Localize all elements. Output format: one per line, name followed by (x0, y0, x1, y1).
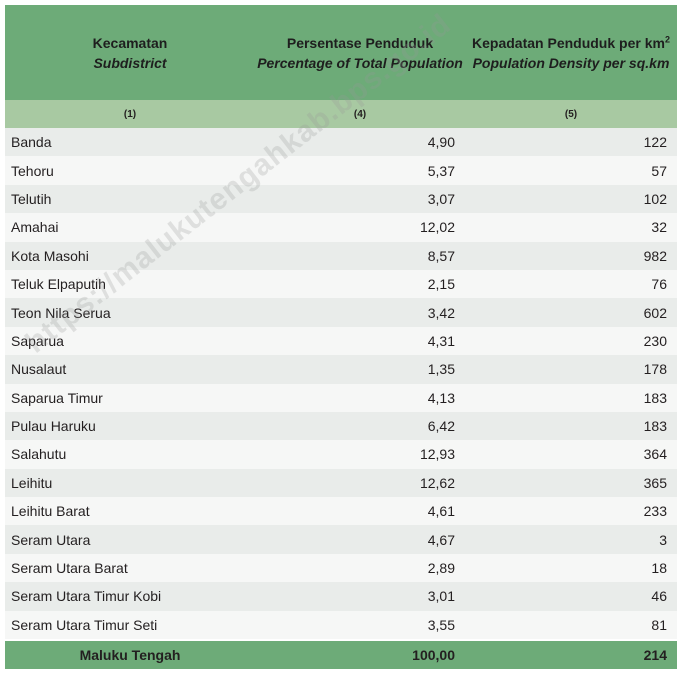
subdistrict-name: Seram Utara (11, 531, 91, 548)
subdistrict-name: Tehoru (11, 162, 54, 179)
table-row: Banda 4,90 122 (5, 128, 677, 157)
population-percentage: 1,35 (427, 361, 455, 378)
population-table: Kecamatan Subdistrict Persentase Pendudu… (5, 5, 677, 670)
population-density: 32 (651, 219, 667, 236)
header-density: Kepadatan Penduduk per km2 Population De… (465, 33, 677, 73)
population-density: 230 (643, 332, 667, 349)
table-row: Kota Masohi 8,57 982 (5, 241, 677, 270)
population-density: 76 (651, 276, 667, 293)
subdistrict-name: Seram Utara Timur Kobi (11, 588, 162, 605)
population-density: 364 (643, 446, 667, 463)
population-density: 365 (643, 474, 667, 491)
population-percentage: 6,42 (427, 418, 455, 435)
population-percentage: 12,93 (419, 446, 455, 463)
population-percentage: 4,67 (427, 531, 455, 548)
header-percentage-en: Percentage of Total Population (257, 54, 463, 71)
population-percentage: 4,13 (427, 389, 455, 406)
population-density: 18 (651, 560, 667, 577)
population-percentage: 8,57 (427, 247, 455, 264)
population-percentage: 3,42 (427, 304, 455, 321)
total-density: 214 (643, 647, 667, 664)
header-percentage-id: Persentase Penduduk (286, 34, 434, 51)
subdistrict-name: Nusalaut (11, 361, 67, 378)
population-density: 3 (659, 531, 667, 548)
subdistrict-name: Salahutu (11, 446, 67, 463)
subdistrict-name: Leihitu Barat (11, 503, 90, 520)
population-density: 46 (651, 588, 667, 605)
header-subdistrict-en: Subdistrict (93, 54, 167, 71)
population-percentage: 2,89 (427, 560, 455, 577)
table-row: Seram Utara Timur Seti 3,55 81 (5, 610, 677, 640)
population-percentage: 4,31 (427, 332, 455, 349)
table-row: Teon Nila Serua 3,42 602 (5, 298, 677, 327)
population-percentage: 4,90 (427, 134, 455, 151)
population-percentage: 4,61 (427, 503, 455, 520)
column-number-row: (1) (4) (5) (5, 100, 677, 128)
total-name: Maluku Tengah (79, 647, 181, 664)
subdistrict-name: Kota Masohi (11, 247, 89, 264)
column-number-4: (4) (353, 108, 367, 120)
subdistrict-name: Teon Nila Serua (11, 304, 111, 321)
population-density: 178 (643, 361, 667, 378)
subdistrict-name: Seram Utara Barat (11, 560, 128, 577)
population-percentage: 3,07 (427, 190, 455, 207)
population-density: 102 (643, 190, 667, 207)
subdistrict-name: Pulau Haruku (11, 418, 96, 435)
population-density: 982 (643, 247, 667, 264)
table-row: Teluk Elpaputih 2,15 76 (5, 269, 677, 299)
table-header: Kecamatan Subdistrict Persentase Pendudu… (5, 5, 677, 100)
total-row: Maluku Tengah 100,00 214 (5, 641, 677, 670)
table-row: Pulau Haruku 6,42 183 (5, 411, 677, 441)
subdistrict-name: Banda (11, 134, 52, 151)
table-row: Nusalaut 1,35 178 (5, 355, 677, 384)
subdistrict-name: Teluk Elpaputih (11, 276, 106, 293)
subdistrict-name: Saparua Timur (11, 389, 103, 406)
table-row: Telutih 3,07 102 (5, 184, 677, 214)
table-row: Tehoru 5,37 57 (5, 156, 677, 185)
subdistrict-name: Leihitu (11, 474, 53, 491)
table-row: Seram Utara Timur Kobi 3,01 46 (5, 582, 677, 611)
subdistrict-name: Amahai (11, 219, 59, 236)
population-density: 602 (643, 304, 667, 321)
table-row: Leihitu Barat 4,61 233 (5, 497, 677, 526)
table-row: Seram Utara Barat 2,89 18 (5, 553, 677, 583)
table-row: Salahutu 12,93 364 (5, 440, 677, 469)
subdistrict-name: Telutih (11, 190, 52, 207)
table-row: Leihitu 12,62 365 (5, 468, 677, 498)
table-body: Banda 4,90 122 Tehoru 5,37 57 Telutih 3,07 102 Am… (5, 128, 677, 640)
population-density: 183 (643, 389, 667, 406)
population-percentage: 2,15 (427, 276, 455, 293)
population-density: 233 (643, 503, 667, 520)
table-row: Seram Utara 4,67 3 (5, 525, 677, 554)
header-subdistrict-id: Kecamatan (92, 34, 168, 51)
population-percentage: 12,62 (419, 474, 455, 491)
total-percentage: 100,00 (412, 647, 455, 664)
header-percentage: Persentase Penduduk Percentage of Total … (255, 33, 465, 73)
population-percentage: 3,01 (427, 588, 455, 605)
column-number-5: (5) (564, 108, 578, 120)
population-density: 122 (643, 134, 667, 151)
header-density-en: Population Density per sq.km (472, 54, 670, 71)
population-density: 183 (643, 418, 667, 435)
table-row: Amahai 12,02 32 (5, 213, 677, 242)
header-density-id: Kepadatan Penduduk per km2 (465, 33, 677, 53)
header-density-superscript: 2 (664, 33, 670, 44)
population-percentage: 5,37 (427, 162, 455, 179)
population-percentage: 3,55 (427, 616, 455, 633)
population-percentage: 12,02 (419, 219, 455, 236)
population-density: 57 (651, 162, 667, 179)
subdistrict-name: Seram Utara Timur Seti (11, 616, 158, 633)
table-row: Saparua 4,31 230 (5, 326, 677, 356)
subdistrict-name: Saparua (11, 332, 64, 349)
population-density: 81 (651, 616, 667, 633)
column-number-1: (1) (123, 108, 137, 120)
table-row: Saparua Timur 4,13 183 (5, 383, 677, 412)
header-density-id-text: Kepadatan Penduduk per km (472, 34, 665, 51)
header-subdistrict: Kecamatan Subdistrict (5, 33, 255, 73)
